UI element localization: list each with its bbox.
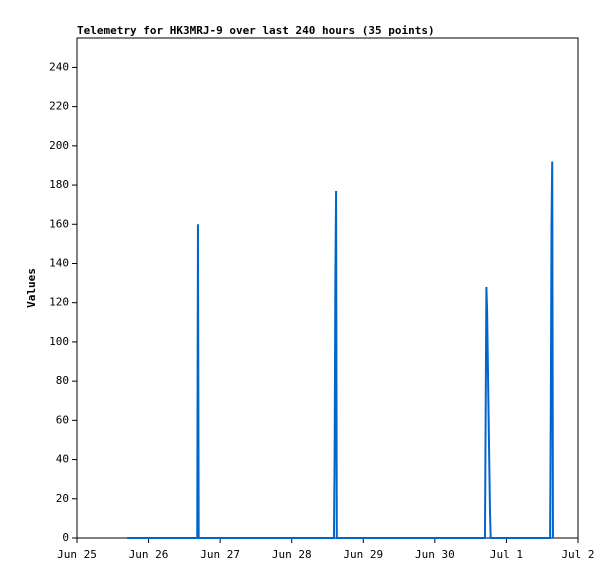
y-tick-label: 60 xyxy=(56,413,69,426)
y-tick-label: 20 xyxy=(56,492,69,505)
x-tick-label: Jul 2 xyxy=(561,548,594,561)
x-tick-label: Jun 27 xyxy=(200,548,240,561)
data-line xyxy=(127,161,554,539)
y-tick-label: 240 xyxy=(49,60,69,73)
y-tick-label: 180 xyxy=(49,178,69,191)
y-axis-label: Values xyxy=(25,268,38,308)
y-tick-label: 140 xyxy=(49,256,69,269)
x-tick-label: Jul 1 xyxy=(490,548,523,561)
x-tick-label: Jun 28 xyxy=(272,548,312,561)
y-tick-label: 220 xyxy=(49,100,69,113)
y-tick-label: 120 xyxy=(49,296,69,309)
y-tick-label: 100 xyxy=(49,335,69,348)
y-tick-label: 160 xyxy=(49,217,69,230)
x-tick-label: Jun 30 xyxy=(415,548,455,561)
x-tick-label: Jun 26 xyxy=(129,548,169,561)
y-tick-label: 80 xyxy=(56,374,69,387)
x-tick-label: Jun 25 xyxy=(57,548,97,561)
x-tick-label: Jun 29 xyxy=(343,548,383,561)
y-tick-label: 0 xyxy=(62,531,69,544)
y-tick-label: 200 xyxy=(49,139,69,152)
chart-title: Telemetry for HK3MRJ-9 over last 240 hou… xyxy=(77,24,435,37)
y-tick-label: 40 xyxy=(56,453,69,466)
